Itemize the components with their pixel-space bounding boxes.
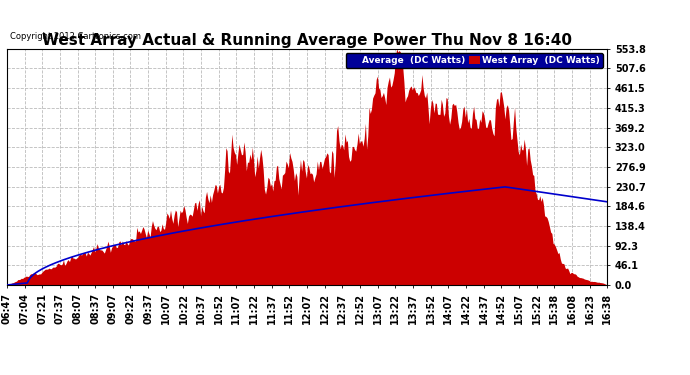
Text: Copyright 2012 Cartronics.com: Copyright 2012 Cartronics.com xyxy=(10,32,141,41)
Title: West Array Actual & Running Average Power Thu Nov 8 16:40: West Array Actual & Running Average Powe… xyxy=(42,33,572,48)
Legend: Average  (DC Watts), West Array  (DC Watts): Average (DC Watts), West Array (DC Watts… xyxy=(346,53,602,68)
